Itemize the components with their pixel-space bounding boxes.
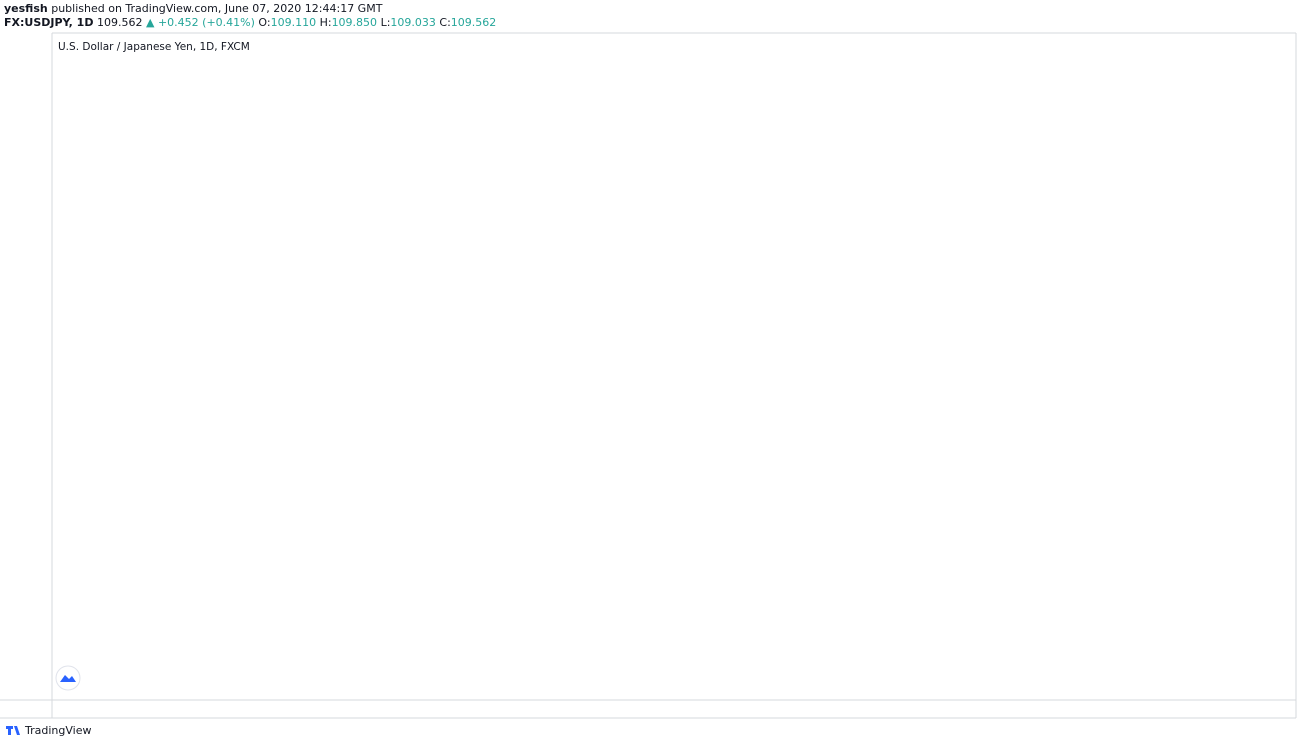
author: yesfish xyxy=(4,2,48,15)
ohlc-label: O: xyxy=(258,16,271,29)
arrow: ▲ xyxy=(145,16,155,29)
publish-line: yesfish published on TradingView.com, Ju… xyxy=(4,2,496,16)
symbol: FX:USDJPY, 1D xyxy=(4,16,94,29)
published: published on TradingView.com, June 07, 2… xyxy=(51,2,383,15)
ohlc-label: C: xyxy=(439,16,451,29)
header: yesfish published on TradingView.com, Ju… xyxy=(4,2,496,30)
ohlc-value: 109.562 xyxy=(450,16,497,29)
ohlc: O:109.110 H:109.850 L:109.033 C:109.562 xyxy=(258,16,496,29)
brand-logo xyxy=(6,726,20,735)
ohlc-value: 109.033 xyxy=(390,16,436,29)
logo-button[interactable] xyxy=(55,665,81,691)
last: 109.562 xyxy=(96,16,143,29)
quote-line: FX:USDJPY, 1D 109.562 ▲ +0.452 (+0.41%) … xyxy=(4,16,496,30)
ohlc-value: 109.850 xyxy=(331,16,378,29)
ohlc-label: H: xyxy=(319,16,332,29)
brand: TradingView xyxy=(24,724,91,737)
ohlc-value: 109.110 xyxy=(270,16,317,29)
change: +0.452 (+0.41%) xyxy=(157,16,255,29)
chart-title: U.S. Dollar / Japanese Yen, 1D, FXCM xyxy=(58,41,250,53)
ohlc-label: L: xyxy=(380,16,391,29)
